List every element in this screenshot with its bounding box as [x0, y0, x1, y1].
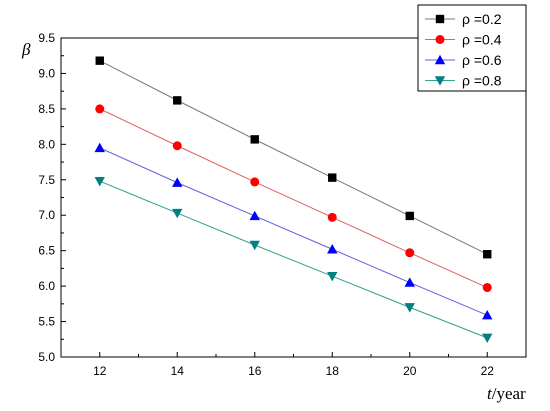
legend-label: ρ =0.2: [462, 11, 502, 27]
data-point: [404, 303, 415, 313]
data-point: [327, 212, 337, 222]
y-tick-label: 9.0: [38, 66, 55, 80]
y-tick-label: 6.0: [38, 279, 55, 293]
legend-marker: [435, 35, 445, 44]
y-tick-label: 8.0: [38, 137, 55, 151]
legend-entry: ρ =0.6: [425, 52, 502, 68]
series-line: [99, 180, 488, 339]
x-tick-label: 22: [481, 364, 495, 378]
legend-entry: ρ =0.2: [425, 11, 502, 27]
x-tick-label: 12: [93, 364, 107, 378]
y-tick-label: 6.5: [38, 244, 55, 258]
data-point: [405, 211, 414, 221]
legend-marker: [435, 14, 445, 24]
legend-label: ρ =0.4: [462, 32, 502, 48]
series-2: [95, 104, 492, 293]
data-point: [404, 277, 415, 287]
y-tick-label: 8.5: [38, 102, 55, 116]
series-line: [99, 60, 488, 255]
data-point: [94, 176, 105, 187]
data-point: [482, 309, 493, 320]
legend-marker: [434, 54, 446, 65]
y-tick-label: 5.5: [38, 315, 55, 329]
y-tick-label: 5.0: [38, 350, 55, 364]
x-axis: 12 14 16 18 20 22: [93, 352, 494, 378]
data-point: [95, 104, 105, 114]
x-tick-label: 18: [326, 364, 340, 378]
legend-marker: [434, 76, 446, 86]
series-layer: [94, 56, 493, 344]
data-point: [249, 240, 260, 251]
y-tick-label: 7.5: [38, 173, 55, 187]
legend-label: ρ =0.6: [462, 52, 502, 68]
data-point: [172, 177, 183, 187]
data-point: [405, 248, 415, 258]
data-point: [94, 142, 105, 153]
y-axis: 5.0 5.5 6.0 6.5 7.0 7.5 8.0 8.5 9.0 9.5: [38, 31, 66, 364]
data-point: [172, 141, 182, 151]
y-tick-label: 9.5: [38, 31, 55, 45]
series-1: [95, 56, 492, 259]
y-axis-title: β: [21, 40, 31, 59]
x-tick-label: 14: [171, 364, 185, 378]
data-point: [327, 244, 338, 254]
data-point: [483, 250, 492, 259]
x-axis-title-variable: t: [487, 384, 493, 403]
series-line: [99, 147, 488, 316]
data-point: [173, 96, 182, 105]
x-tick-label: 20: [403, 364, 417, 378]
series-line: [99, 108, 488, 288]
series-3: [94, 142, 493, 320]
data-point: [172, 208, 183, 219]
legend-entry: ρ =0.4: [425, 32, 502, 48]
legend: ρ =0.2 ρ =0.4 ρ =0.6 ρ =0.8: [417, 4, 527, 92]
x-axis-title: t/year: [487, 384, 526, 403]
y-tick-label: 7.0: [38, 208, 55, 222]
data-point: [250, 135, 259, 144]
data-point: [250, 177, 260, 187]
legend-entry: ρ =0.8: [425, 73, 502, 89]
x-tick-label: 16: [248, 364, 262, 378]
data-point: [327, 271, 338, 282]
data-point: [95, 56, 104, 65]
series-4: [94, 176, 493, 344]
data-point: [328, 173, 337, 182]
x-axis-title-unit: /year: [492, 384, 526, 403]
legend-label: ρ =0.8: [462, 73, 502, 89]
data-point: [482, 333, 493, 344]
data-point: [482, 283, 492, 293]
data-point: [249, 210, 260, 221]
